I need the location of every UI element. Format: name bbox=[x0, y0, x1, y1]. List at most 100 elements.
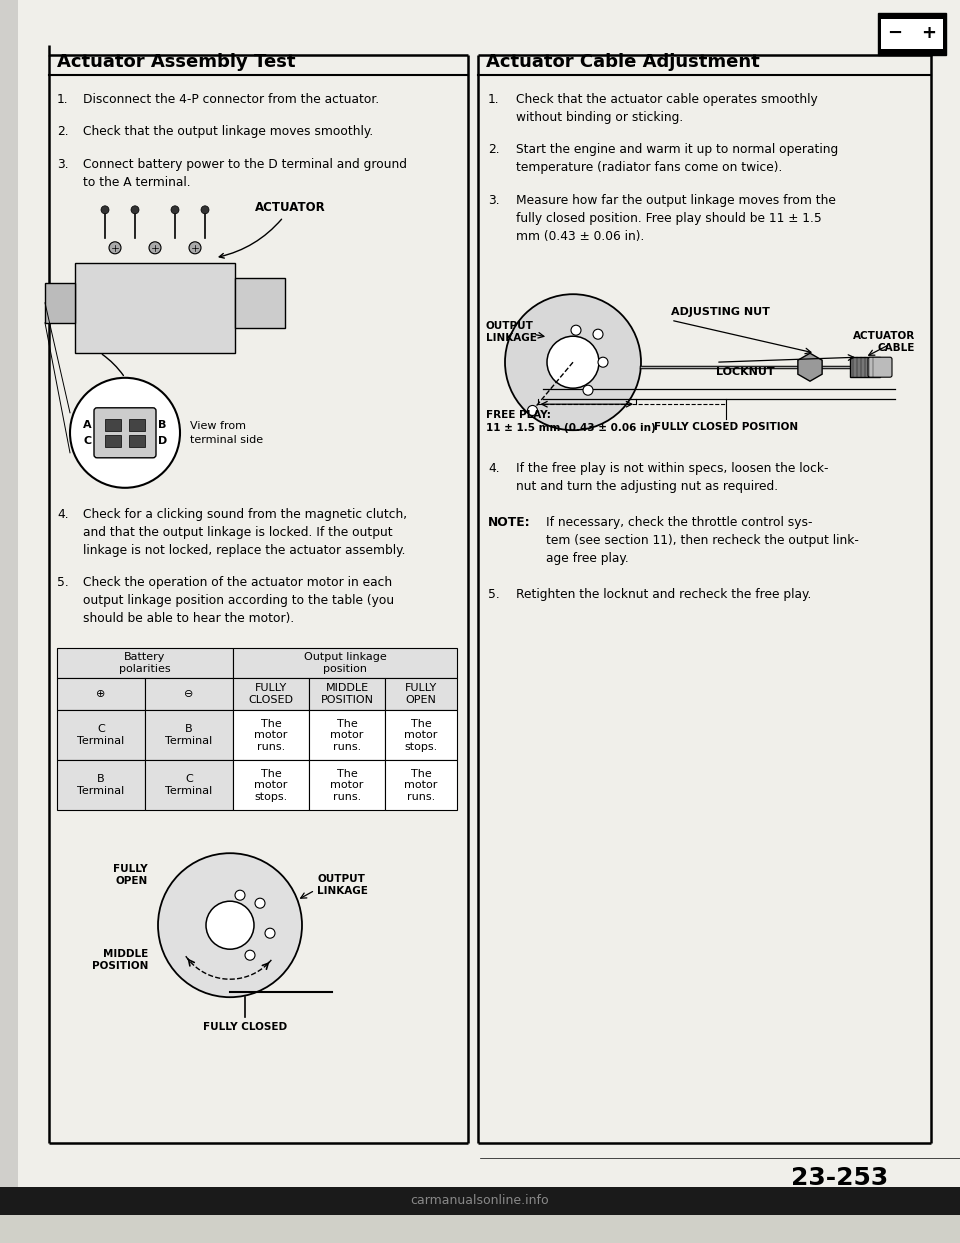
Text: The
motor
runs.: The motor runs. bbox=[254, 718, 288, 752]
Text: The
motor
stops.: The motor stops. bbox=[254, 768, 288, 802]
Text: +: + bbox=[922, 24, 937, 42]
Bar bbox=[233, 648, 457, 679]
Text: 1.: 1. bbox=[57, 93, 68, 106]
Circle shape bbox=[109, 242, 121, 254]
Text: −: − bbox=[887, 24, 902, 42]
Text: FULLY
OPEN: FULLY OPEN bbox=[113, 864, 148, 886]
Circle shape bbox=[189, 242, 201, 254]
Text: OUTPUT
LINKAGE: OUTPUT LINKAGE bbox=[317, 874, 368, 896]
Text: 5.: 5. bbox=[488, 588, 500, 602]
Bar bbox=[385, 679, 457, 710]
Circle shape bbox=[505, 295, 641, 430]
Text: B: B bbox=[158, 420, 166, 430]
Text: 3.: 3. bbox=[57, 158, 68, 170]
Text: ADJUSTING NUT: ADJUSTING NUT bbox=[671, 307, 770, 317]
Text: mm (0.43 ± 0.06 in).: mm (0.43 ± 0.06 in). bbox=[516, 230, 644, 242]
Text: ACTUATOR
CABLE: ACTUATOR CABLE bbox=[852, 331, 915, 353]
Text: The
motor
runs.: The motor runs. bbox=[330, 718, 364, 752]
Text: 2.: 2. bbox=[57, 126, 68, 138]
Text: 3.: 3. bbox=[488, 194, 499, 206]
Bar bbox=[881, 19, 943, 48]
FancyBboxPatch shape bbox=[75, 262, 235, 353]
Text: 4.: 4. bbox=[57, 508, 68, 521]
Text: FULLY CLOSED POSITION: FULLY CLOSED POSITION bbox=[654, 423, 798, 433]
Text: output linkage position according to the table (you: output linkage position according to the… bbox=[83, 594, 395, 607]
Bar bbox=[233, 679, 309, 710]
Text: nut and turn the adjusting nut as required.: nut and turn the adjusting nut as requir… bbox=[516, 480, 779, 493]
Text: carmanualsonline.info: carmanualsonline.info bbox=[411, 1195, 549, 1207]
Text: A: A bbox=[84, 420, 92, 430]
Text: FULLY
OPEN: FULLY OPEN bbox=[405, 684, 437, 705]
Text: 23-253: 23-253 bbox=[791, 1166, 889, 1190]
Polygon shape bbox=[798, 353, 822, 382]
Text: to the A terminal.: to the A terminal. bbox=[83, 175, 191, 189]
FancyBboxPatch shape bbox=[868, 357, 892, 377]
Circle shape bbox=[149, 242, 161, 254]
Text: 5.: 5. bbox=[57, 577, 69, 589]
Text: The
motor
runs.: The motor runs. bbox=[330, 768, 364, 802]
Bar bbox=[233, 761, 309, 810]
Bar bbox=[0, 1187, 960, 1214]
Text: and that the output linkage is locked. If the output: and that the output linkage is locked. I… bbox=[83, 526, 393, 538]
Text: should be able to hear the motor).: should be able to hear the motor). bbox=[83, 613, 295, 625]
Circle shape bbox=[593, 329, 603, 339]
Text: Output linkage
position: Output linkage position bbox=[303, 653, 386, 674]
Bar bbox=[309, 761, 385, 810]
Text: Actuator Assembly Test: Actuator Assembly Test bbox=[57, 53, 296, 71]
Text: Check that the actuator cable operates smoothly: Check that the actuator cable operates s… bbox=[516, 93, 818, 106]
Bar bbox=[878, 12, 946, 55]
Text: Retighten the locknut and recheck the free play.: Retighten the locknut and recheck the fr… bbox=[516, 588, 811, 602]
Text: Start the engine and warm it up to normal operating: Start the engine and warm it up to norma… bbox=[516, 143, 838, 157]
Text: Measure how far the output linkage moves from the: Measure how far the output linkage moves… bbox=[516, 194, 836, 206]
Circle shape bbox=[171, 206, 179, 214]
Circle shape bbox=[255, 899, 265, 909]
Text: C: C bbox=[84, 436, 92, 446]
Text: Check the operation of the actuator motor in each: Check the operation of the actuator moto… bbox=[83, 577, 392, 589]
Circle shape bbox=[547, 336, 599, 388]
Bar bbox=[57, 710, 145, 761]
Bar bbox=[309, 679, 385, 710]
Text: 4.: 4. bbox=[488, 462, 499, 475]
Bar bbox=[233, 710, 309, 761]
Circle shape bbox=[571, 326, 581, 336]
Bar bbox=[57, 648, 233, 679]
Text: NOTE:: NOTE: bbox=[488, 516, 531, 530]
Circle shape bbox=[158, 853, 302, 997]
Bar bbox=[0, 0, 18, 1214]
Circle shape bbox=[70, 378, 180, 487]
Bar bbox=[145, 710, 233, 761]
Text: MIDDLE
POSITION: MIDDLE POSITION bbox=[91, 948, 148, 971]
Text: ⊖: ⊖ bbox=[184, 689, 194, 700]
Text: B
Terminal: B Terminal bbox=[78, 774, 125, 796]
Text: The
motor
runs.: The motor runs. bbox=[404, 768, 438, 802]
Text: tem (see section 11), then recheck the output link-: tem (see section 11), then recheck the o… bbox=[546, 534, 859, 547]
Bar bbox=[145, 761, 233, 810]
Circle shape bbox=[583, 385, 593, 395]
Text: MIDDLE
POSITION: MIDDLE POSITION bbox=[321, 684, 373, 705]
Text: C
Terminal: C Terminal bbox=[165, 774, 212, 796]
Text: FREE PLAY:
11 ± 1.5 mm (0.43 ± 0.06 in): FREE PLAY: 11 ± 1.5 mm (0.43 ± 0.06 in) bbox=[486, 410, 656, 434]
Bar bbox=[105, 435, 121, 446]
Text: D: D bbox=[158, 436, 167, 446]
Text: View from
terminal side: View from terminal side bbox=[190, 421, 263, 445]
Circle shape bbox=[527, 405, 538, 415]
Text: Connect battery power to the D terminal and ground: Connect battery power to the D terminal … bbox=[83, 158, 407, 170]
Circle shape bbox=[206, 901, 254, 950]
Bar bbox=[105, 419, 121, 431]
Circle shape bbox=[235, 890, 245, 900]
Text: The
motor
stops.: The motor stops. bbox=[404, 718, 438, 752]
Text: 1.: 1. bbox=[488, 93, 499, 106]
Circle shape bbox=[131, 206, 139, 214]
Text: OUTPUT
LINKAGE: OUTPUT LINKAGE bbox=[486, 321, 537, 343]
Text: FULLY CLOSED: FULLY CLOSED bbox=[203, 1022, 287, 1032]
Text: fully closed position. Free play should be 11 ± 1.5: fully closed position. Free play should … bbox=[516, 211, 822, 225]
Circle shape bbox=[245, 950, 255, 960]
Text: Disconnect the 4-P connector from the actuator.: Disconnect the 4-P connector from the ac… bbox=[83, 93, 379, 106]
Text: 2.: 2. bbox=[488, 143, 499, 157]
FancyBboxPatch shape bbox=[94, 408, 156, 457]
Bar bbox=[129, 419, 145, 431]
Bar bbox=[129, 435, 145, 446]
Text: B
Terminal: B Terminal bbox=[165, 725, 212, 746]
Text: C
Terminal: C Terminal bbox=[78, 725, 125, 746]
Bar bbox=[850, 357, 880, 377]
